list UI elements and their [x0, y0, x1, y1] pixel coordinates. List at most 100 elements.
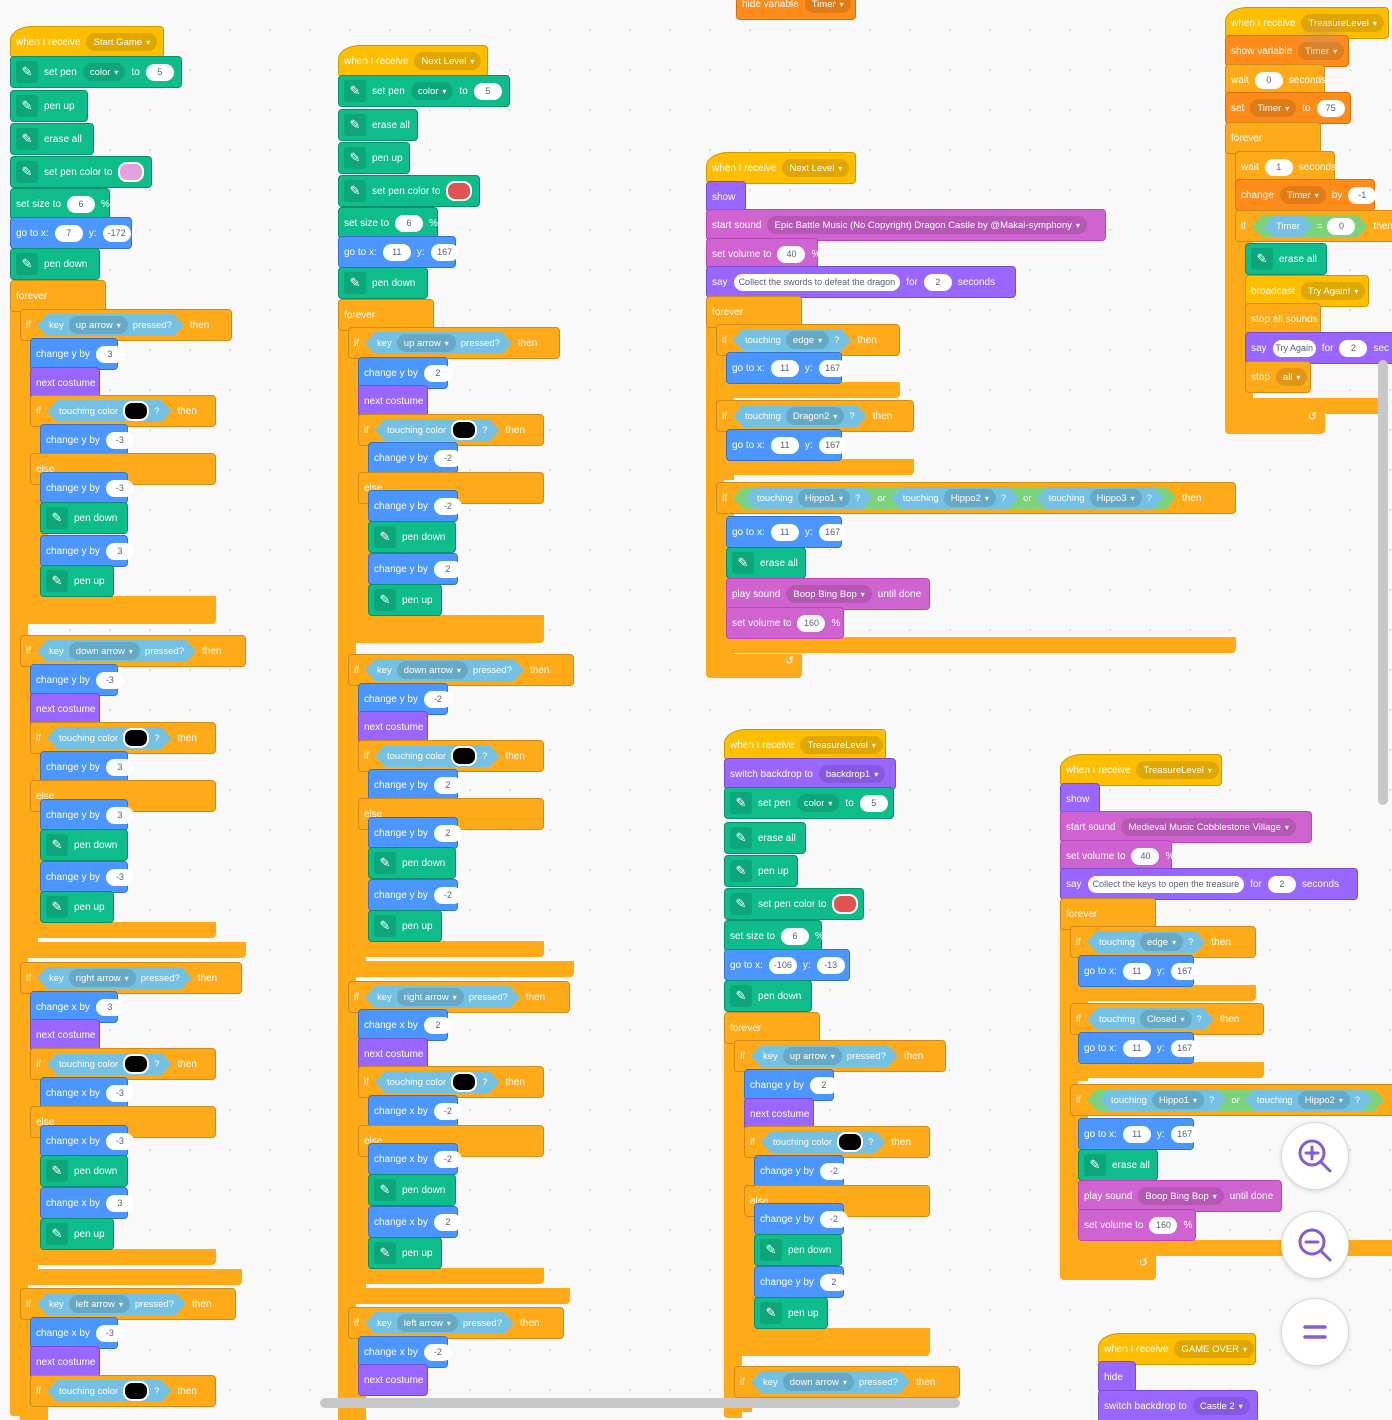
block-dropdown[interactable]: up arrow [783, 1047, 842, 1065]
script-block[interactable]: ✎ pen down [10, 248, 100, 280]
horizontal-scrollbar[interactable] [320, 1398, 960, 1408]
script-block[interactable]: change y by -3 [40, 472, 134, 504]
script-block[interactable]: if key up arrow pressed? then [20, 309, 232, 341]
block-input[interactable]: 167 [818, 436, 847, 454]
block-dropdown[interactable]: Try Again! [1300, 282, 1366, 300]
script-block[interactable]: when I receive GAME OVER [1098, 1333, 1256, 1365]
script-block[interactable]: ✎ erase all [1078, 1149, 1158, 1181]
sensing-reporter[interactable]: key up arrow pressed? [751, 1045, 898, 1067]
script-block[interactable]: ✎ erase all [10, 123, 94, 155]
block-input[interactable]: 0 [1254, 71, 1283, 89]
block-input[interactable]: 0 [1327, 218, 1355, 235]
script-block[interactable]: change y by 2 [368, 817, 462, 849]
block-input[interactable]: 5 [145, 63, 174, 81]
block-input[interactable]: -13 [816, 956, 845, 974]
script-block[interactable]: change y by 3 [40, 751, 134, 783]
sensing-reporter[interactable]: touching color? [47, 400, 171, 422]
script-block[interactable]: ✎ pen down [368, 847, 456, 879]
script-block[interactable]: ✎ pen up [368, 584, 442, 616]
sensing-reporter[interactable]: key right arrow pressed? [37, 967, 192, 989]
sensing-reporter[interactable]: key up arrow pressed? [37, 314, 184, 336]
block-input[interactable]: -106 [768, 956, 797, 974]
block-dropdown[interactable]: backdrop1 [818, 765, 886, 783]
block-input[interactable]: 167 [1170, 962, 1199, 980]
script-block[interactable]: if Timer = 0 then [1235, 210, 1392, 242]
sensing-reporter[interactable]: touching Hippo2? [891, 487, 1018, 509]
block-dropdown[interactable]: TreasureLevel [1136, 761, 1219, 779]
script-block[interactable]: change y by -3 [30, 664, 124, 696]
block-input[interactable]: 167 [1170, 1039, 1199, 1057]
color-swatch[interactable] [123, 1054, 149, 1074]
script-block[interactable]: go to x: 11 y: 167 [726, 516, 847, 548]
block-input[interactable]: 11 [770, 436, 799, 454]
block-input[interactable]: -3 [105, 479, 134, 497]
script-block[interactable]: next costume [358, 385, 428, 417]
script-block[interactable]: ✎ erase all [726, 547, 806, 579]
script-block[interactable]: change y by -3 [40, 861, 134, 893]
block-dropdown[interactable]: up arrow [397, 334, 456, 352]
block-input[interactable]: 2 [423, 364, 452, 382]
block-input[interactable]: 3 [105, 806, 134, 824]
color-swatch[interactable] [832, 894, 859, 914]
sensing-reporter[interactable]: touching Hippo3? [1037, 487, 1164, 509]
zoom-out-button[interactable] [1281, 1211, 1349, 1279]
script-block[interactable]: change y by 2 [744, 1069, 838, 1101]
script-block[interactable]: change x by -2 [368, 1143, 462, 1175]
block-dropdown[interactable]: Hippo2 [1298, 1091, 1350, 1109]
block-input[interactable]: -3 [95, 1324, 124, 1342]
sensing-reporter[interactable]: touching color? [375, 745, 499, 767]
block-dropdown[interactable]: Timer [804, 0, 851, 13]
script-block[interactable]: set size to 6% [338, 207, 438, 239]
block-dropdown[interactable]: Dragon2 [786, 407, 844, 425]
color-swatch[interactable] [446, 181, 473, 201]
block-input[interactable]: 160 [797, 614, 826, 632]
script-block[interactable]: go to x: 11 y: 167 [726, 429, 847, 461]
block-input[interactable]: 2 [433, 1213, 462, 1231]
script-block[interactable]: ✎ pen up [724, 855, 798, 887]
script-block[interactable]: forever [338, 299, 434, 331]
block-dropdown[interactable]: down arrow [69, 642, 140, 660]
block-input[interactable]: -3 [105, 1132, 134, 1150]
script-block[interactable]: wait 0 seconds [1225, 64, 1326, 96]
block-input[interactable]: -2 [433, 497, 462, 515]
script-block[interactable]: ✎ pen up [368, 910, 442, 942]
script-block[interactable]: change x by 3 [40, 1187, 134, 1219]
script-block[interactable]: play sound Boop Bing Bop until done [726, 578, 930, 610]
color-swatch[interactable] [451, 1072, 477, 1092]
sensing-reporter[interactable]: touching color? [47, 727, 171, 749]
block-input[interactable]: 3 [95, 345, 124, 363]
script-block[interactable]: change x by -2 [358, 1336, 452, 1368]
script-block[interactable]: start sound Epic Battle Music (No Copyrig… [706, 209, 1106, 241]
script-block[interactable]: if key right arrow pressed? then [20, 962, 242, 994]
script-block[interactable]: next costume [30, 693, 100, 725]
block-input[interactable]: 167 [1170, 1125, 1199, 1143]
sensing-reporter[interactable]: touching Hippo2? [1245, 1089, 1372, 1111]
script-block[interactable]: ✎ pen down [338, 267, 428, 299]
script-block[interactable]: go to x: 11 y: 167 [1078, 955, 1199, 987]
script-block[interactable]: change y by 3 [40, 799, 134, 831]
sensing-reporter[interactable]: touching edge? [1087, 931, 1205, 953]
sensing-reporter[interactable]: touching Hippo1? [1099, 1089, 1226, 1111]
block-input[interactable]: -3 [95, 671, 124, 689]
script-block[interactable]: next costume [30, 1346, 100, 1378]
script-block[interactable]: change y by 2 [368, 553, 462, 585]
script-block[interactable]: if touching color? then [358, 1066, 544, 1098]
block-input[interactable]: 40 [1131, 847, 1160, 865]
block-dropdown[interactable]: Epic Battle Music (No Copyright) Dragon … [767, 216, 1087, 234]
sensing-reporter[interactable]: touching Dragon2? [733, 405, 867, 427]
vertical-scrollbar[interactable] [1378, 360, 1388, 805]
script-block[interactable]: say Collect the swords to defeat the drag… [706, 266, 1016, 298]
script-block[interactable]: go to x: 11 y: 167 [1078, 1032, 1199, 1064]
script-block[interactable]: change y by 3 [30, 338, 124, 370]
script-block[interactable]: if key up arrow pressed? then [348, 327, 560, 359]
script-block[interactable]: show [1060, 783, 1100, 815]
sensing-reporter[interactable]: touching Hippo1? [745, 487, 872, 509]
script-block[interactable]: switch backdrop to Castle 2 [1098, 1390, 1258, 1420]
block-input[interactable]: 2 [923, 273, 952, 291]
block-dropdown[interactable]: down arrow [397, 661, 468, 679]
sensing-reporter[interactable]: Timer [1264, 215, 1312, 237]
block-input[interactable]: 11 [1122, 962, 1151, 980]
script-block[interactable]: if touching edge? then [1070, 926, 1256, 958]
